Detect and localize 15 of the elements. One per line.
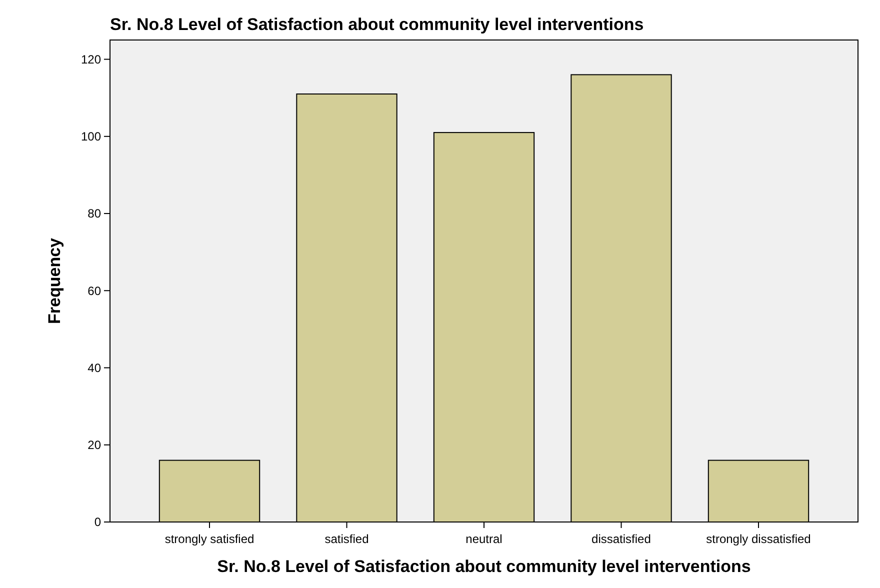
x-tick-label: dissatisfied	[592, 532, 651, 546]
x-tick-label: strongly dissatisfied	[706, 532, 811, 546]
x-tick-label: strongly satisfied	[164, 532, 254, 546]
y-tick-label: 100	[80, 130, 102, 144]
x-tick-label: neutral	[466, 532, 502, 546]
chart-title: Sr. No.8 Level of Satisfaction about community level interventions	[110, 15, 644, 34]
y-tick-label: 60	[88, 284, 102, 298]
y-tick-label: 0	[94, 515, 102, 530]
y-tick-label: 20	[88, 438, 102, 452]
y-axis-title: Frequency	[45, 237, 64, 324]
y-tick-label: 120	[80, 52, 102, 66]
x-tick-label: satisfied	[324, 532, 369, 546]
y-tick-label: 80	[88, 206, 102, 221]
x-axis-title: Sr. No.8 Level of Satisfaction about community level interventions	[217, 557, 751, 576]
y-tick-label: 40	[88, 360, 102, 375]
